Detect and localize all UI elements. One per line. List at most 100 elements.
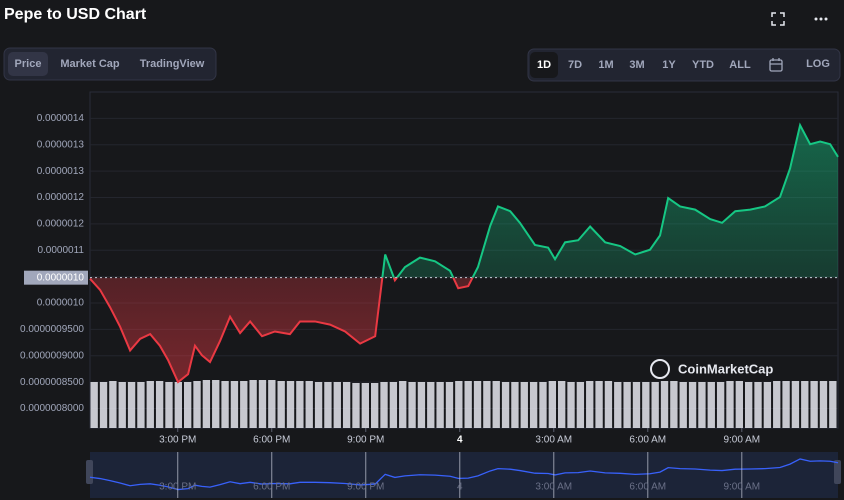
volume-bar bbox=[342, 382, 351, 428]
y-tick-label: 0.0000008000 bbox=[20, 403, 84, 414]
volume-bar bbox=[707, 382, 715, 428]
volume-bar bbox=[286, 381, 295, 428]
volume-bar bbox=[464, 381, 472, 428]
watermark-logo bbox=[650, 359, 670, 379]
volume-bar bbox=[801, 381, 809, 428]
volume-bar bbox=[333, 382, 341, 428]
volume-bar bbox=[174, 382, 182, 428]
range-button[interactable]: 1M bbox=[598, 59, 613, 71]
range-button[interactable]: ALL bbox=[729, 59, 751, 71]
volume-bar bbox=[118, 382, 126, 428]
tab[interactable]: TradingView bbox=[140, 58, 205, 70]
volume-bar bbox=[380, 382, 388, 428]
volume-bar bbox=[688, 382, 697, 428]
volume-bar bbox=[567, 382, 575, 428]
navigator-handle[interactable] bbox=[834, 460, 841, 484]
volume-bar bbox=[455, 381, 463, 428]
volume-bar bbox=[127, 382, 136, 428]
volume-bar bbox=[651, 382, 659, 428]
fullscreen-icon[interactable] bbox=[771, 12, 785, 26]
x-tick-label: 3:00 PM bbox=[159, 435, 196, 446]
navigator-tick-label: 3:00 AM bbox=[535, 482, 572, 493]
y-tick-label: 0.0000008500 bbox=[20, 377, 84, 388]
volume-bar bbox=[819, 381, 828, 428]
volume-bar bbox=[716, 382, 725, 428]
log-button[interactable]: LOG bbox=[806, 58, 830, 70]
volume-bar bbox=[548, 381, 556, 428]
volume-bar bbox=[660, 381, 669, 428]
volume-bar bbox=[539, 382, 547, 428]
volume-bar bbox=[371, 383, 379, 428]
volume-bar bbox=[754, 382, 762, 428]
volume-bar bbox=[268, 380, 276, 428]
volume-bar bbox=[202, 380, 211, 428]
volume-bar bbox=[212, 380, 220, 428]
volume-bar bbox=[763, 382, 772, 428]
navigator-tick-label: 4 bbox=[457, 482, 463, 493]
navigator-tick-label: 9:00 PM bbox=[347, 482, 384, 493]
volume-bar bbox=[408, 382, 416, 428]
volume-bar bbox=[614, 382, 622, 428]
range-button[interactable]: 1Y bbox=[662, 59, 676, 71]
volume-bar bbox=[726, 381, 734, 428]
calendar-icon[interactable] bbox=[769, 58, 783, 72]
volume-bar bbox=[361, 383, 369, 428]
volume-bar bbox=[314, 382, 323, 428]
range-button[interactable]: 3M bbox=[629, 59, 644, 71]
volume-bar bbox=[155, 381, 164, 428]
volume-bar bbox=[324, 382, 332, 428]
tab[interactable]: Market Cap bbox=[60, 58, 120, 70]
more-icon[interactable] bbox=[814, 17, 828, 21]
range-button[interactable]: YTD bbox=[692, 59, 714, 71]
tab[interactable]: Price bbox=[15, 58, 42, 70]
volume-bar bbox=[576, 382, 585, 428]
volume-bar bbox=[810, 381, 818, 428]
volume-bar bbox=[829, 381, 837, 428]
area-down bbox=[90, 277, 473, 383]
volume-bar bbox=[99, 382, 108, 428]
y-tick-label: 0.0000009000 bbox=[20, 350, 84, 361]
y-tick-label: 0.0000014 bbox=[37, 113, 85, 124]
navigator-tick-label: 3:00 PM bbox=[159, 482, 196, 493]
navigator-tick-label: 6:00 AM bbox=[629, 482, 666, 493]
range-button[interactable]: 7D bbox=[568, 59, 582, 71]
tab-group bbox=[3, 47, 217, 81]
x-tick-label: 6:00 PM bbox=[253, 435, 290, 446]
volume-bar bbox=[165, 382, 173, 428]
volume-bar bbox=[623, 382, 631, 428]
x-tick-label: 4 bbox=[457, 435, 463, 446]
volume-bar bbox=[427, 382, 435, 428]
y-tick-label: 0.0000011 bbox=[37, 245, 84, 256]
x-tick-label: 9:00 AM bbox=[723, 435, 760, 446]
volume-bar bbox=[529, 382, 538, 428]
price-line-up bbox=[381, 122, 839, 278]
volume-bar bbox=[558, 381, 566, 428]
y-tick-label: 0.0000009500 bbox=[20, 324, 84, 335]
volume-bar bbox=[586, 381, 594, 428]
navigator-tick-label: 9:00 AM bbox=[723, 482, 760, 493]
range-button[interactable]: 1D bbox=[537, 59, 551, 71]
navigator bbox=[90, 452, 838, 498]
watermark: CoinMarketCap bbox=[678, 361, 773, 376]
navigator-handle[interactable] bbox=[86, 460, 93, 484]
volume-bar bbox=[296, 381, 304, 428]
tab-active bbox=[8, 52, 48, 76]
volume-bar bbox=[240, 381, 248, 428]
volume-bar bbox=[679, 382, 687, 428]
volume-bar bbox=[445, 382, 454, 428]
volume-bar bbox=[90, 382, 98, 428]
volume-bar bbox=[277, 381, 285, 428]
volume-bar bbox=[305, 381, 313, 428]
volume-bar bbox=[146, 381, 154, 428]
volume-bar bbox=[520, 382, 528, 428]
volume-bar bbox=[258, 380, 267, 428]
range-active bbox=[530, 52, 558, 78]
area-up bbox=[90, 125, 838, 278]
y-tick-label: 0.0000013 bbox=[37, 166, 85, 177]
navigator-line bbox=[89, 458, 839, 491]
volume-bar bbox=[352, 383, 360, 428]
volume-bar bbox=[436, 382, 444, 428]
volume-bar bbox=[483, 381, 491, 428]
volume-bar bbox=[389, 382, 398, 428]
